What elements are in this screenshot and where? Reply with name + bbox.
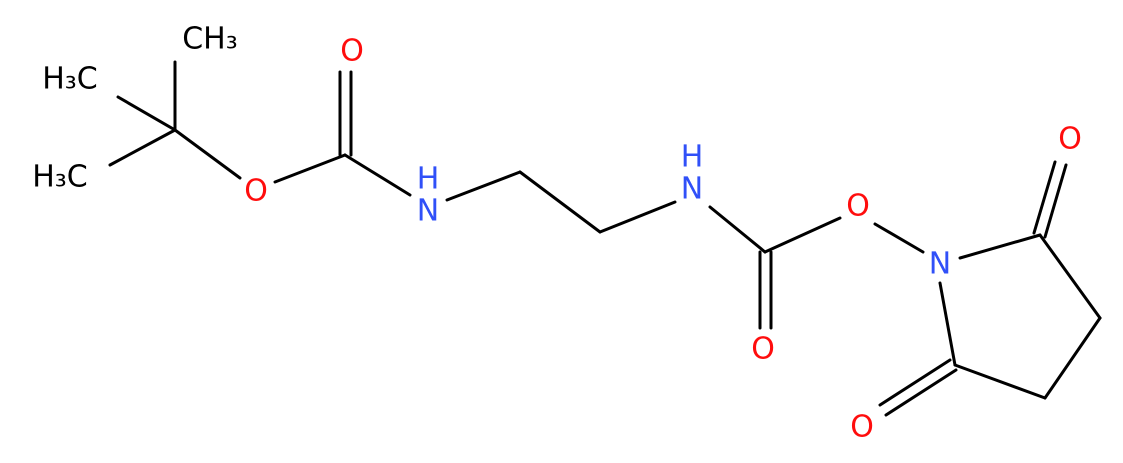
atom-label: H₃C	[42, 62, 98, 97]
atom-label: H	[417, 162, 440, 197]
atom-label: N	[681, 172, 703, 207]
atom-label: H₃C	[32, 160, 88, 195]
bond	[873, 222, 925, 254]
bond	[884, 368, 958, 417]
bonds	[108, 60, 1102, 417]
atom-label: O	[244, 174, 268, 209]
atom-label: O	[850, 410, 874, 445]
bond	[958, 233, 1042, 260]
bond	[518, 170, 602, 234]
bond	[1043, 163, 1068, 239]
atom-label: O	[1058, 122, 1082, 157]
atom-label: N	[417, 194, 439, 229]
bond	[273, 153, 347, 184]
atom-label: O	[846, 189, 870, 224]
bond	[953, 363, 1047, 400]
bond	[343, 153, 412, 197]
bond	[763, 216, 842, 254]
atom-label: O	[751, 332, 775, 367]
bond	[938, 281, 957, 367]
bond	[116, 95, 177, 132]
bond	[708, 205, 767, 254]
bond	[1043, 316, 1102, 400]
atom-label: O	[340, 34, 364, 69]
bond	[1032, 160, 1057, 235]
bond	[108, 128, 177, 167]
bond	[173, 128, 242, 180]
atom-label: N	[929, 247, 951, 282]
atom-label: CH₃	[182, 22, 238, 57]
bond	[598, 200, 677, 234]
bond	[878, 358, 952, 407]
bond	[445, 170, 522, 202]
atom-label: H	[681, 140, 704, 175]
bond	[1038, 233, 1102, 320]
